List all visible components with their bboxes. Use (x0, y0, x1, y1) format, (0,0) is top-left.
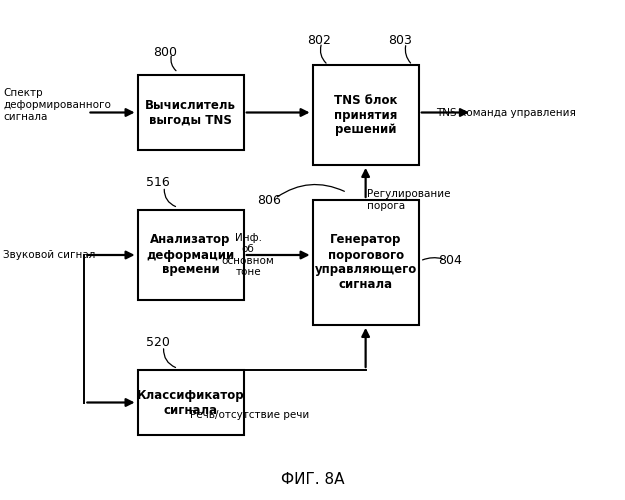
Text: TNS команда управления: TNS команда управления (436, 108, 576, 118)
Text: Регулирование
порога: Регулирование порога (368, 189, 451, 211)
Text: 520: 520 (146, 336, 170, 348)
Text: Речь/отсутствие речи: Речь/отсутствие речи (191, 410, 309, 420)
Text: TNS блок
принятия
решений: TNS блок принятия решений (334, 94, 398, 136)
Text: Инф.
об
основном
тоне: Инф. об основном тоне (222, 232, 274, 278)
Bar (312, 65, 419, 165)
Text: Анализатор
деформации
времени: Анализатор деформации времени (146, 234, 235, 276)
Bar (312, 200, 419, 325)
Bar (138, 75, 244, 150)
Text: Звуковой сигнал: Звуковой сигнал (3, 250, 96, 260)
Bar (138, 370, 244, 435)
Text: Вычислитель
выгоды TNS: Вычислитель выгоды TNS (145, 98, 236, 126)
Bar (138, 210, 244, 300)
Text: 800: 800 (154, 46, 178, 59)
Text: Спектр
деформированного
сигнала: Спектр деформированного сигнала (3, 88, 111, 122)
Text: ФИГ. 8А: ФИГ. 8А (281, 472, 344, 488)
Text: 802: 802 (307, 34, 331, 46)
Text: 804: 804 (438, 254, 462, 268)
Text: Генератор
порогового
управляющего
сигнала: Генератор порогового управляющего сигнал… (314, 234, 417, 292)
Text: Классификатор
сигнала: Классификатор сигнала (137, 388, 244, 416)
Text: 806: 806 (257, 194, 281, 206)
Text: 803: 803 (388, 34, 412, 46)
Text: 516: 516 (146, 176, 170, 190)
